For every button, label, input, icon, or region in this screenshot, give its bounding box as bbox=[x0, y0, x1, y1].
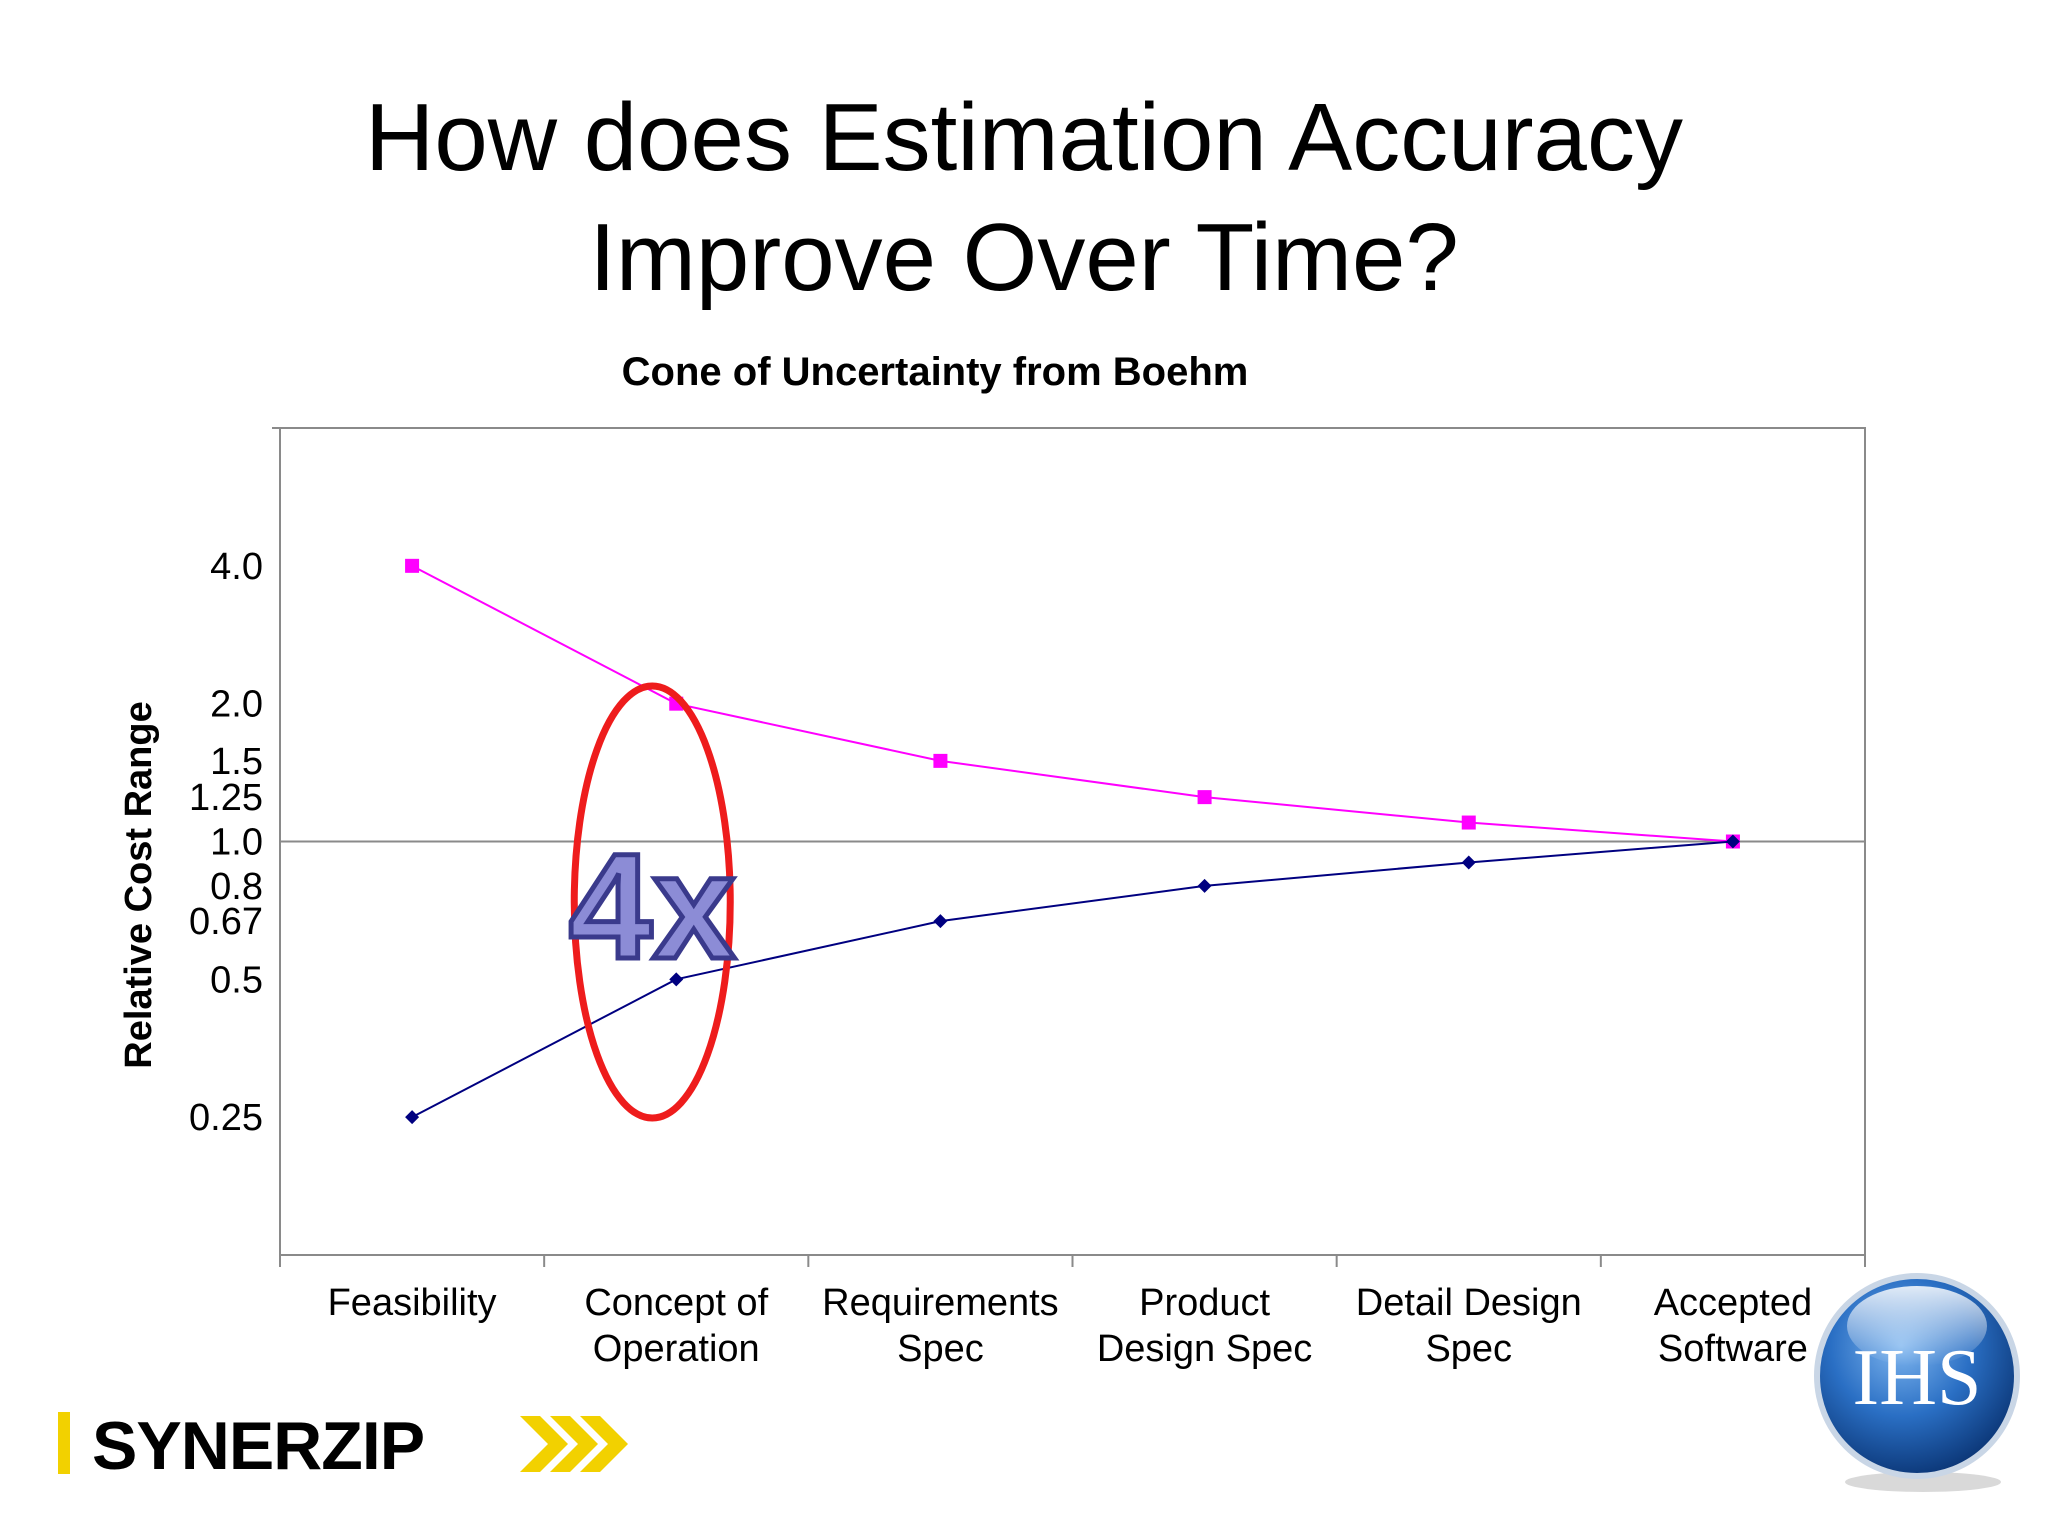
series-2-point bbox=[1461, 855, 1476, 870]
slide-title-line2: Improve Over Time? bbox=[589, 204, 1459, 311]
annotation-4x-label: 4x bbox=[569, 822, 736, 990]
ihs-wordmark: IHS bbox=[1853, 1334, 1982, 1422]
slide-title-line1: How does Estimation Accuracy bbox=[365, 84, 1683, 191]
series-2-point bbox=[669, 972, 684, 987]
y-tick-label: 2.0 bbox=[210, 684, 263, 726]
ihs-globe-gloss bbox=[1847, 1286, 1987, 1366]
series-1-point bbox=[1197, 790, 1212, 805]
synerzip-chevrons-icon bbox=[520, 1416, 628, 1472]
y-tick-label: 1.0 bbox=[210, 822, 263, 864]
ihs-logo: IHS bbox=[1814, 1273, 2020, 1492]
series-line-1 bbox=[411, 564, 1733, 843]
series-1-point bbox=[933, 753, 948, 768]
series-layer bbox=[405, 558, 1740, 1125]
x-tick-label: Concept of Operation bbox=[584, 1282, 768, 1370]
ihs-globe-shadow bbox=[1845, 1472, 2001, 1492]
x-tick-label: Product Design Spec bbox=[1097, 1282, 1312, 1370]
series-2-point bbox=[933, 914, 948, 929]
x-tick-label: Accepted Software bbox=[1654, 1282, 1812, 1370]
synerzip-wordmark: SYNERZIP bbox=[92, 1408, 424, 1478]
y-tick-label: 0.25 bbox=[189, 1097, 263, 1139]
annotation-ellipse bbox=[570, 682, 734, 1122]
series-2-point bbox=[1725, 834, 1740, 849]
y-axis-ticks: 4.0 2.0 1.51.251.00.80.67 0.5 0.25 bbox=[189, 427, 281, 1255]
synerzip-bar bbox=[58, 1412, 70, 1474]
y-tick-label: 1.25 bbox=[189, 777, 263, 819]
plot-area bbox=[279, 427, 1866, 1256]
y-tick-label: 1.5 bbox=[210, 741, 263, 783]
x-tick-label: Requirements Spec bbox=[822, 1282, 1059, 1370]
y-tick-label: 0.5 bbox=[210, 959, 263, 1001]
x-axis-ticks: Feasibility Concept of Operation Requiremen… bbox=[279, 1254, 1866, 1370]
series-2-point bbox=[1197, 878, 1212, 893]
y-tick-label: 4.0 bbox=[210, 546, 263, 588]
x-tick-label: Feasibility bbox=[328, 1282, 497, 1324]
y-tick-label: 0.8 bbox=[210, 866, 263, 908]
series-2-point bbox=[405, 1110, 420, 1125]
annotation-layer: 4x bbox=[566, 682, 738, 1122]
synerzip-logo: SYNERZIP bbox=[58, 1408, 628, 1478]
x-tick-label: Detail Design Spec bbox=[1356, 1282, 1582, 1370]
series-line-2 bbox=[411, 840, 1733, 1119]
slide-title: How does Estimation Accuracy Improve Ove… bbox=[0, 78, 2048, 318]
series-1-point bbox=[405, 558, 420, 573]
y-axis-label: Relative Cost Range bbox=[118, 701, 160, 1068]
chart-title: Cone of Uncertainty from Boehm bbox=[622, 350, 1249, 394]
series-1-point bbox=[1461, 815, 1476, 830]
y-tick-label: 0.67 bbox=[189, 901, 263, 943]
